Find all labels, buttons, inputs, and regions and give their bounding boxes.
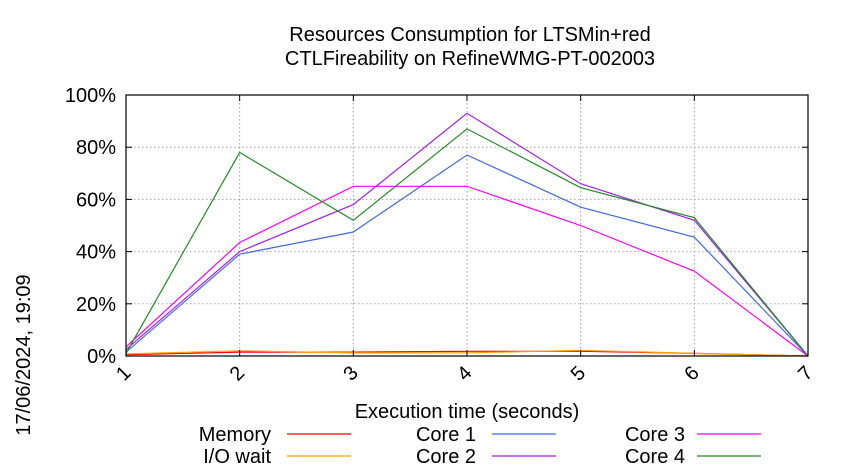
y-tick-label: 80% xyxy=(76,137,116,159)
legend-label: Core 3 xyxy=(625,424,685,446)
plot-frame xyxy=(125,94,809,357)
legend-label: Core 2 xyxy=(416,446,476,468)
legend-label: Memory xyxy=(199,424,271,446)
legend-label: Core 1 xyxy=(416,424,476,446)
y-tick-label: 0% xyxy=(87,346,116,368)
legend-label: Core 4 xyxy=(625,446,685,468)
x-tick-label: 6 xyxy=(680,362,703,385)
y-tick-label: 100% xyxy=(65,85,116,107)
chart-title-line-1: Resources Consumption for LTSMin+red xyxy=(289,24,650,46)
timestamp-label: 17/06/2024, 19:09 xyxy=(13,274,35,435)
y-tick-label: 40% xyxy=(76,242,116,264)
series-line-core-1 xyxy=(125,154,809,357)
x-tick-label: 7 xyxy=(794,362,817,385)
x-axis-label: Execution time (seconds) xyxy=(355,401,580,423)
x-tick-label: 4 xyxy=(453,362,476,385)
x-tick-label: 5 xyxy=(567,362,590,385)
series-line-core-2 xyxy=(125,112,809,357)
legend-label: I/O wait xyxy=(203,446,271,468)
grid-lines xyxy=(126,95,808,356)
series-line-core-4 xyxy=(125,128,809,357)
y-axis-ticks: 0% 20% 40% 60% 80% 100% xyxy=(65,85,808,368)
chart-title-line-2: CTLFireability on RefineWMG-PT-002003 xyxy=(285,48,655,70)
x-tick-label: 3 xyxy=(339,362,362,385)
y-tick-label: 20% xyxy=(76,294,116,316)
x-tick-label: 2 xyxy=(226,362,249,385)
y-tick-label: 60% xyxy=(76,189,116,211)
series-line-core-3 xyxy=(125,185,809,357)
x-tick-label: 1 xyxy=(112,362,135,385)
